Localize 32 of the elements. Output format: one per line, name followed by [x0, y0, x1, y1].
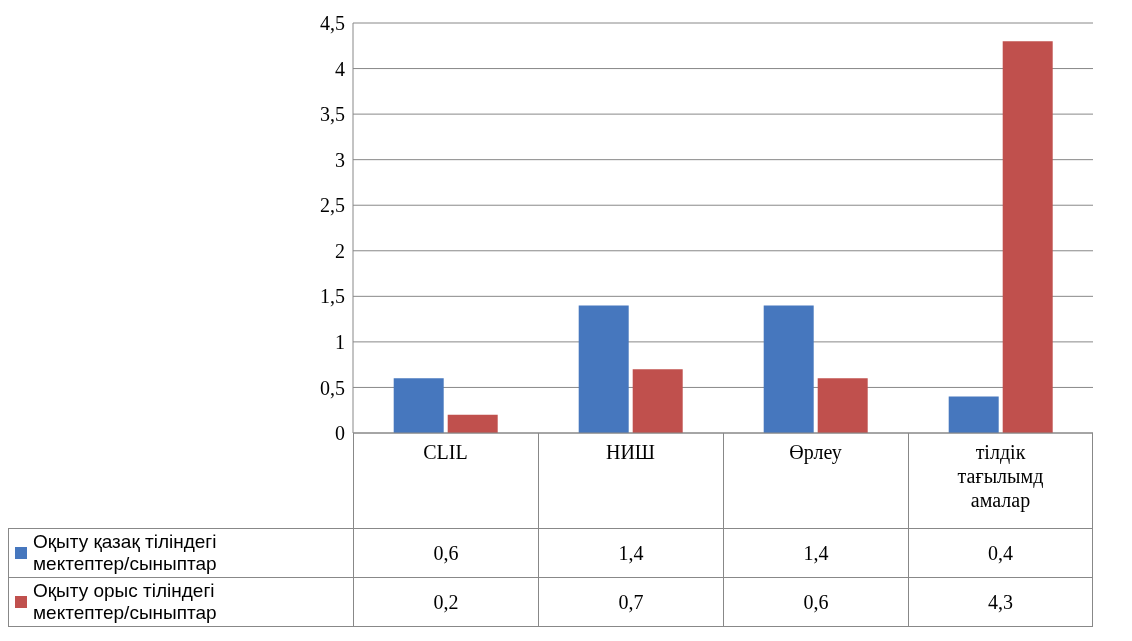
data-label: 0,4: [908, 529, 1093, 577]
x-tick-label: тілдік тағылымд амалар: [957, 441, 1044, 512]
x-tick-label: НИШ: [605, 441, 656, 463]
y-tick-label: 2: [335, 239, 345, 262]
data-label: 0,2: [353, 578, 538, 626]
y-tick-label: 4,5: [320, 12, 345, 35]
y-tick-label: 0: [335, 422, 345, 445]
x-tick-label: Өрлеу: [789, 441, 842, 464]
legend-label: Оқыту қазақ тіліндегі мектептер/сыныптар: [33, 531, 218, 575]
y-tick-label: 0,5: [320, 376, 345, 399]
y-tick-label: 2,5: [320, 194, 345, 217]
data-label: 0,6: [353, 529, 538, 577]
data-label: 0,6: [723, 578, 908, 626]
bar: [763, 305, 814, 433]
y-tick-label: 3: [335, 148, 345, 171]
data-label: 4,3: [908, 578, 1093, 626]
bar: [1002, 41, 1053, 433]
y-tick-label: 3,5: [320, 103, 345, 126]
bar: [948, 396, 999, 433]
bar: [578, 305, 629, 433]
bar: [447, 414, 498, 433]
bar: [632, 369, 683, 433]
y-tick-label: 1,5: [320, 285, 345, 308]
bar: [817, 378, 868, 433]
data-label: 1,4: [723, 529, 908, 577]
y-tick-label: 1: [335, 330, 345, 353]
legend-label: Оқыту орыс тіліндегі мектептер/сыныптар: [33, 580, 218, 624]
data-label: 0,7: [538, 578, 723, 626]
bar: [393, 378, 444, 433]
y-tick-label: 4: [335, 57, 345, 80]
data-label: 1,4: [538, 529, 723, 577]
x-tick-label: CLIL: [423, 441, 468, 463]
